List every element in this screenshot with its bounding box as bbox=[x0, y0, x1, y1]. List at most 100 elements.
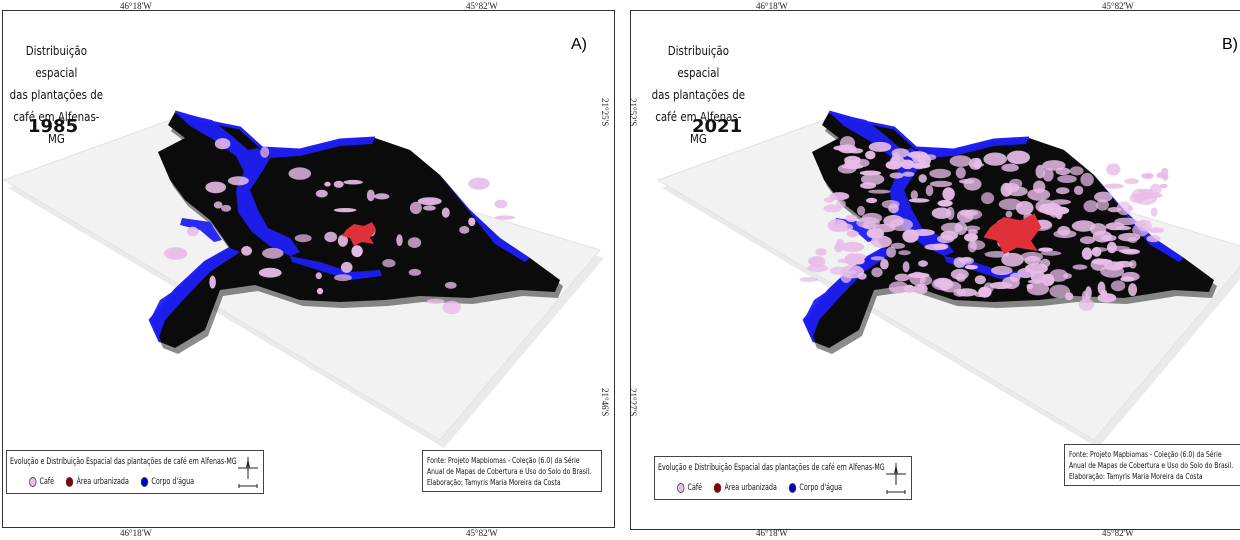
coffee-patch bbox=[1038, 247, 1053, 252]
coffee-patch bbox=[860, 173, 885, 186]
coffee-patch bbox=[1159, 183, 1168, 189]
coffee-patch bbox=[823, 197, 835, 203]
coffee-patch bbox=[924, 243, 948, 251]
coffee-patch bbox=[1033, 180, 1046, 194]
coffee-patch bbox=[337, 234, 348, 247]
coffee-patch bbox=[1128, 283, 1138, 297]
coffee-patch bbox=[1041, 273, 1055, 286]
coffee-patch bbox=[1110, 280, 1126, 292]
coffee-patch bbox=[839, 136, 856, 151]
coffee-patch bbox=[1078, 298, 1095, 311]
coffee-patch bbox=[837, 164, 857, 174]
coffee-patch bbox=[925, 185, 934, 197]
map-year: 2021 bbox=[692, 116, 743, 137]
coffee-patch bbox=[964, 264, 978, 270]
coffee-patch bbox=[937, 199, 953, 207]
coffee-patch bbox=[1094, 191, 1113, 203]
coffee-patch bbox=[886, 246, 897, 258]
north-arrow-icon bbox=[886, 463, 906, 494]
map-title-line: café em Alfenas-MG bbox=[655, 109, 742, 146]
coffee-patch bbox=[1085, 286, 1092, 300]
coffee-patch bbox=[444, 281, 457, 289]
source-line: Anual de Mapas de Cobertura e Uso do Sol… bbox=[427, 467, 592, 476]
water-body bbox=[916, 138, 1029, 158]
coffee-patch bbox=[1026, 283, 1034, 290]
coffee-patch bbox=[468, 217, 476, 227]
coffee-patch bbox=[955, 272, 966, 282]
coffee-patch bbox=[1027, 188, 1051, 201]
coffee-patch bbox=[1035, 164, 1046, 179]
coffee-patch bbox=[917, 284, 925, 291]
map-title-line: das plantações de bbox=[9, 87, 104, 102]
coffee-patch bbox=[1073, 185, 1084, 195]
coffee-patch bbox=[1000, 182, 1013, 197]
coffee-patch bbox=[1124, 178, 1140, 185]
map-title-line: Distribuição espacial bbox=[667, 43, 729, 80]
coffee-patch bbox=[840, 241, 865, 252]
coffee-patch bbox=[865, 150, 876, 160]
coffee-patch bbox=[417, 197, 442, 206]
coffee-patch bbox=[1015, 201, 1034, 215]
coffee-patch bbox=[953, 288, 967, 297]
coffee-patch bbox=[340, 261, 353, 273]
coffee-patch bbox=[1040, 250, 1062, 256]
legend-swatch-urban bbox=[66, 477, 74, 487]
map-title-line: Distribuição espacial bbox=[25, 43, 87, 80]
coffee-patch bbox=[929, 180, 953, 188]
water-body bbox=[290, 256, 382, 280]
coffee-patch bbox=[494, 215, 516, 220]
legend-title: Evolução e Distribuição Espacial das pla… bbox=[10, 457, 237, 467]
coffee-patch bbox=[870, 256, 885, 261]
coffee-patch bbox=[1106, 163, 1121, 176]
source-text: Fonte: Projeto Mapbiomas - Coleção (6.0)… bbox=[1069, 449, 1240, 482]
coffee-patch bbox=[799, 277, 819, 282]
legend-label: Corpo d'água bbox=[151, 477, 195, 487]
coffee-patch bbox=[964, 233, 978, 242]
coffee-patch bbox=[1079, 236, 1096, 245]
coffee-patch bbox=[407, 237, 422, 249]
coffee-patch bbox=[866, 197, 878, 204]
coffee-patch bbox=[898, 250, 911, 256]
north-arrow-icon bbox=[238, 457, 258, 488]
coffee-patch bbox=[1069, 166, 1084, 176]
coffee-patch bbox=[908, 198, 930, 203]
legend-items: Café Área urbanizada Corpo d'água bbox=[29, 477, 194, 487]
coffee-patch bbox=[164, 247, 188, 260]
coffee-patch bbox=[1149, 183, 1162, 195]
coffee-patch bbox=[949, 155, 972, 167]
coffee-patch bbox=[918, 174, 927, 183]
coord-top-right: 45°82'W bbox=[466, 1, 498, 11]
legend-title: Evolução e Distribuição Espacial das pla… bbox=[658, 463, 885, 473]
urban-area bbox=[342, 222, 376, 246]
map-panel-b: 46°18'W 45°82'W 46°18'W 45°82'W 21°52'S … bbox=[624, 0, 1240, 540]
coffee-patch bbox=[981, 192, 995, 205]
coffee-patch bbox=[294, 234, 312, 243]
coffee-patch bbox=[1120, 276, 1135, 282]
coffee-patch bbox=[829, 192, 850, 201]
coffee-patch bbox=[260, 146, 270, 158]
coffee-patch bbox=[468, 177, 490, 190]
coffee-patch bbox=[856, 217, 880, 229]
coffee-patch bbox=[1017, 267, 1035, 279]
coffee-patch bbox=[1005, 210, 1013, 218]
coffee-patch bbox=[1081, 247, 1093, 260]
legend-item-urban: Área urbanizada bbox=[66, 477, 129, 487]
coffee-patch bbox=[911, 229, 935, 236]
coffee-patch bbox=[991, 265, 1013, 276]
legend-item-urban: Área urbanizada bbox=[714, 483, 777, 493]
coffee-patch bbox=[956, 209, 974, 223]
coffee-patch bbox=[324, 231, 338, 243]
coffee-patch bbox=[942, 187, 955, 201]
coffee-patch bbox=[1056, 187, 1070, 195]
coffee-patch bbox=[1009, 272, 1021, 283]
legend-swatch-cafe bbox=[677, 483, 685, 493]
coffee-patch bbox=[983, 282, 994, 293]
water-edge bbox=[828, 110, 1030, 152]
map-title: Distribuição espacial das plantações de … bbox=[8, 40, 105, 150]
coffee-patch bbox=[871, 267, 883, 278]
water-edge bbox=[148, 246, 231, 343]
coffee-patch bbox=[983, 152, 1007, 166]
source-text: Fonte: Projeto Mapbiomas - Coleção (6.0)… bbox=[427, 455, 599, 488]
legend-swatch-water bbox=[140, 477, 149, 487]
coffee-patch bbox=[910, 162, 931, 169]
